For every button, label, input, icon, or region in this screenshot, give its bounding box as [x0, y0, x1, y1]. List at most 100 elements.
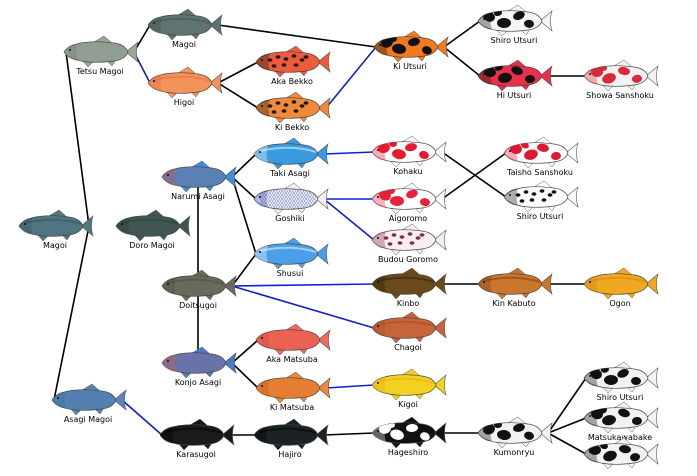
- variety-label: Taki Asagi: [269, 169, 310, 178]
- variety-label: Budou Goromo: [378, 255, 438, 264]
- koi-fish-icon: [477, 59, 553, 92]
- koi-node-chagoi: Chagoi: [371, 311, 447, 352]
- koi-fish-icon: [583, 267, 659, 300]
- koi-fish-icon: [503, 180, 579, 213]
- koi-fish-icon: [253, 137, 329, 170]
- connector-kumonryu-to-shiro_utsuri_bot: [547, 377, 587, 434]
- koi-fish-icon: [583, 59, 659, 92]
- koi-fish-icon: [371, 311, 447, 344]
- koi-node-magoi-left: Magoi: [18, 209, 94, 250]
- connector-ki_matsuba-to-kigoi: [325, 384, 375, 389]
- koi-node-asagi-magoi: Asagi Magoi: [51, 383, 127, 424]
- connector-doitsugoi-to-chagoi: [231, 285, 375, 329]
- connector-ki_utsuri-to-hi_utsuri: [443, 46, 481, 77]
- connector-doitsugoi-to-shusui: [231, 253, 257, 287]
- connector-magoi_left-to-asagi_magoi: [53, 225, 90, 401]
- koi-fish-icon: [18, 209, 94, 242]
- koi-node-aka-bekko: Aka Bekko: [255, 45, 331, 86]
- koi-fish-icon: [371, 223, 447, 256]
- variety-label: Shusui: [277, 269, 304, 278]
- connector-higoi-to-aka_bekko: [217, 61, 259, 84]
- koi-fish-icon: [253, 418, 329, 451]
- koi-fish-icon: [371, 368, 447, 401]
- variety-label: Kigoi: [398, 400, 418, 409]
- koi-node-magoi-top: Magoi: [147, 8, 223, 49]
- koi-node-hajiro: Hajiro: [253, 418, 329, 459]
- variety-label: Hi Utsuri: [497, 91, 532, 100]
- koi-fish-icon: [51, 383, 127, 416]
- koi-node-shiro-utsuri-bot: Shiro Utsuri: [583, 361, 659, 402]
- connector-kumonryu-to-bottom_fish: [547, 432, 587, 455]
- koi-node-kigoi: Kigoi: [371, 368, 447, 409]
- variety-label: Ki Utsuri: [393, 62, 427, 71]
- koi-fish-icon: [255, 371, 331, 404]
- connector-ki_bekko-to-ki_utsuri: [325, 46, 377, 109]
- connector-narumi_asagi-to-shusui: [231, 176, 257, 255]
- variety-label: Kinbo: [397, 299, 420, 308]
- koi-node-budou-goromo: Budou Goromo: [371, 223, 447, 264]
- connector-higoi-to-ki_bekko: [217, 82, 259, 109]
- koi-fish-icon: [255, 91, 331, 124]
- variety-label: Magoi: [43, 241, 67, 250]
- koi-fish-icon: [373, 30, 449, 63]
- koi-fish-icon: [371, 182, 447, 215]
- koi-node-kumonryu: Kumonryu: [477, 416, 553, 457]
- variety-label: Goshiki: [275, 214, 304, 223]
- variety-label: Hageshiro: [388, 448, 428, 457]
- koi-fish-icon: [161, 269, 237, 302]
- koi-fish-icon: [147, 66, 223, 99]
- connector-doitsugoi-to-kinbo: [231, 283, 375, 287]
- koi-node-shusui: Shusui: [253, 237, 329, 278]
- koi-fish-icon: [371, 416, 447, 449]
- connector-narumi_asagi-to-goshiki: [231, 176, 257, 200]
- koi-node-higoi: Higoi: [147, 66, 223, 107]
- variety-label: Shiro Utsuri: [491, 36, 538, 45]
- connector-kohaku-to-shiro_utsuri_mid: [441, 151, 507, 198]
- variety-label: Showa Sanshoku: [586, 91, 654, 100]
- koi-node-taisho-sanshoku: Taisho Sanshoku: [503, 136, 579, 177]
- koi-fish-icon: [477, 4, 553, 37]
- koi-node-hi-utsuri: Hi Utsuri: [477, 59, 553, 100]
- koi-fish-icon: [161, 346, 237, 379]
- koi-node-kohaku: Kohaku: [371, 135, 447, 176]
- koi-node-matsukawabake: Matsukawabake: [583, 401, 659, 442]
- koi-fish-icon: [477, 267, 553, 300]
- variety-label: Matsukawabake: [588, 433, 652, 442]
- variety-label: Konjo Asagi: [175, 378, 221, 387]
- koi-fish-icon: [583, 437, 659, 470]
- variety-label: Doitsugoi: [179, 301, 217, 310]
- koi-fish-icon: [477, 416, 553, 449]
- koi-fish-icon: [161, 160, 237, 193]
- connector-goshiki-to-budou_goromo: [323, 198, 375, 241]
- koi-fish-icon: [371, 267, 447, 300]
- connector-hajiro-to-hageshiro: [323, 432, 375, 436]
- variety-label: Magoi: [172, 40, 196, 49]
- variety-label: Kohaku: [393, 167, 422, 176]
- koi-fish-icon: [253, 237, 329, 270]
- koi-node-ogon: Ogon: [583, 267, 659, 308]
- variety-label: Asagi Magoi: [64, 415, 112, 424]
- connector-magoi_left-to-tetsu_magoi: [65, 51, 90, 227]
- koi-fish-icon: [253, 182, 329, 215]
- lineage-connectors: [53, 20, 587, 455]
- variety-label: Kumonryu: [494, 448, 535, 457]
- variety-label: Chagoi: [394, 343, 422, 352]
- connector-taki_asagi-to-kohaku: [323, 151, 375, 155]
- koi-fish-icon: [63, 35, 139, 68]
- koi-variety-nodes: Tetsu Magoi Magoi Higoi Aka Bekko Ki Bekko Ki…: [18, 4, 659, 470]
- connector-narumi_asagi-to-taki_asagi: [231, 153, 257, 178]
- koi-node-taki-asagi: Taki Asagi: [253, 137, 329, 178]
- koi-fish-icon: [583, 361, 659, 394]
- koi-node-tetsu-magoi: Tetsu Magoi: [63, 35, 139, 76]
- koi-node-shiro-utsuri-top: Shiro Utsuri: [477, 4, 553, 45]
- koi-node-ki-utsuri: Ki Utsuri: [373, 30, 449, 71]
- koi-node-hageshiro: Hageshiro: [371, 416, 447, 457]
- koi-fish-icon: [503, 136, 579, 169]
- connector-ki_utsuri-to-shiro_utsuri_top: [443, 20, 481, 48]
- variety-label: Ogon: [609, 299, 630, 308]
- variety-label: Taisho Sanshoku: [506, 168, 573, 177]
- koi-node-shiro-utsuri-mid: Shiro Utsuri: [503, 180, 579, 221]
- connector-asagi_magoi-to-karasugoi: [121, 399, 163, 436]
- koi-node-ki-matsuba: Ki Matsuba: [255, 371, 331, 412]
